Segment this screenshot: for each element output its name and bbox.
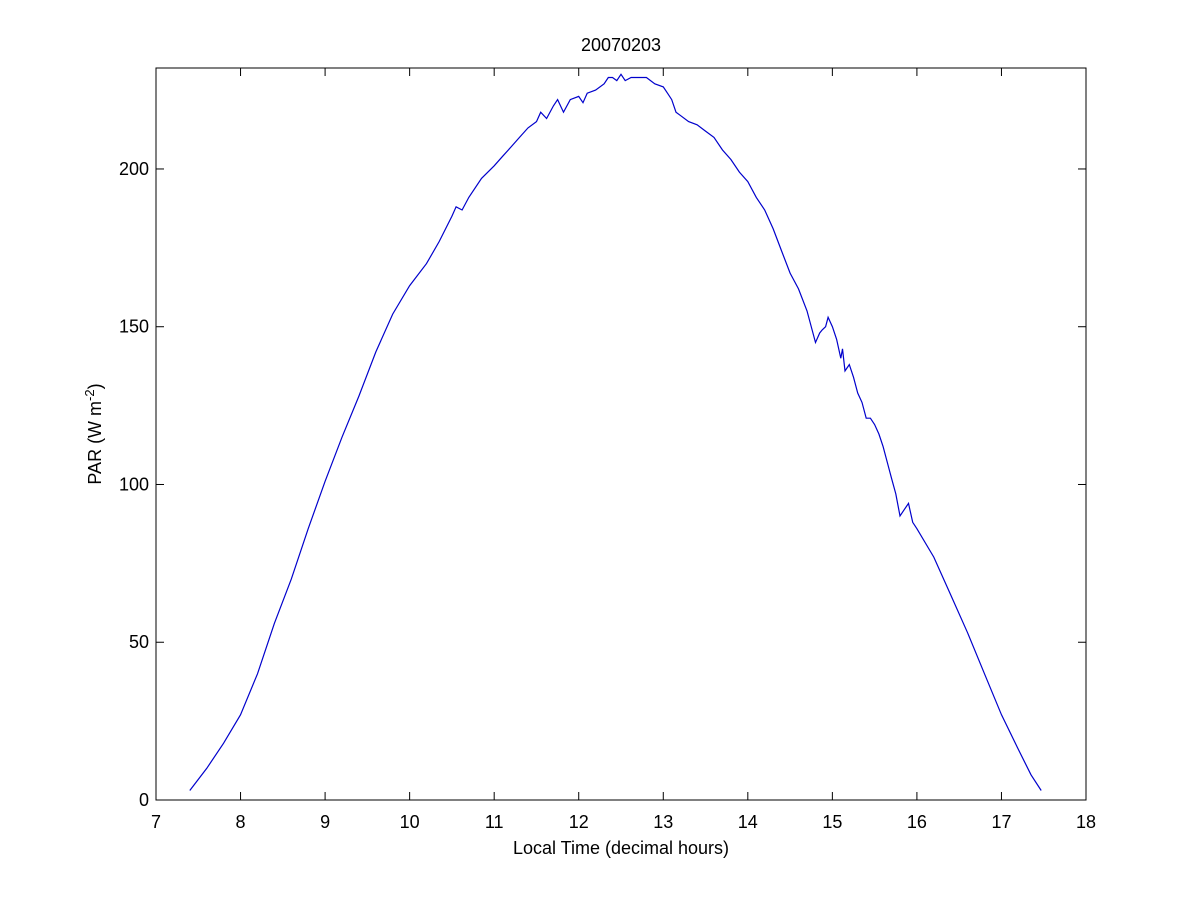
x-tick-label: 9	[320, 812, 330, 832]
y-tick-label: 150	[119, 317, 149, 337]
x-axis-label: Local Time (decimal hours)	[513, 838, 729, 858]
x-tick-label: 15	[822, 812, 842, 832]
x-tick-label: 18	[1076, 812, 1096, 832]
x-tick-label: 12	[569, 812, 589, 832]
x-tick-label: 11	[485, 812, 504, 832]
plot-background	[156, 68, 1086, 800]
x-tick-label: 17	[991, 812, 1011, 832]
y-ticks: 0 50 100 150 200	[119, 159, 1086, 810]
y-axis-label-exponent: -2	[82, 389, 97, 401]
y-tick-label: 100	[119, 474, 149, 494]
y-tick-label: 0	[139, 790, 149, 810]
x-tick-label: 14	[738, 812, 758, 832]
x-tick-label: 10	[400, 812, 420, 832]
y-tick-label: 200	[119, 159, 149, 179]
x-tick-label: 7	[151, 812, 161, 832]
x-tick-label: 16	[907, 812, 927, 832]
plot-frame	[155, 67, 1087, 801]
x-tick-label: 13	[653, 812, 673, 832]
y-axis-label-close: )	[85, 383, 105, 389]
y-axis-label: PAR (W m-2)	[82, 383, 105, 484]
x-ticks: 7 8 9 10 11 12 13 14 15 16 17 18	[151, 68, 1096, 832]
y-tick-label: 50	[129, 632, 149, 652]
par-series-line	[189, 73, 1042, 791]
x-tick-label: 8	[236, 812, 246, 832]
chart-title: 20070203	[581, 35, 661, 55]
y-axis-label-main: PAR (W m	[85, 401, 105, 485]
